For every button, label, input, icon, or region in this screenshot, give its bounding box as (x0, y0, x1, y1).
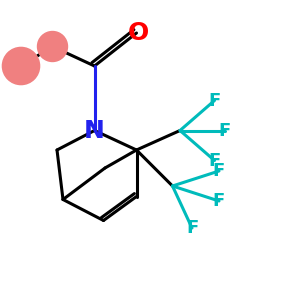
Text: F: F (219, 122, 231, 140)
Text: F: F (208, 92, 220, 110)
Circle shape (38, 32, 68, 62)
Circle shape (2, 47, 40, 85)
Text: F: F (213, 162, 225, 180)
Text: N: N (84, 118, 105, 142)
Text: F: F (213, 192, 225, 210)
Text: F: F (186, 219, 198, 237)
Text: O: O (128, 21, 148, 45)
Text: F: F (208, 152, 220, 169)
